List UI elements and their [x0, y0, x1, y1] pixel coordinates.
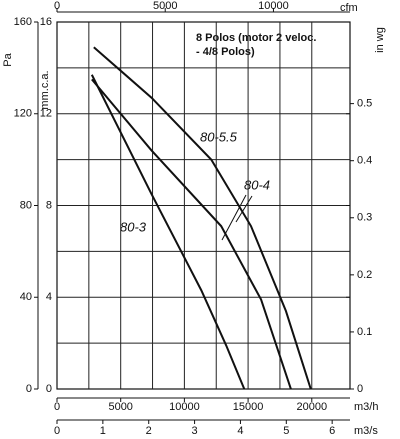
tick-label: 1 — [100, 425, 106, 437]
tick-label: 3 — [192, 425, 198, 437]
tick-label: 4 — [46, 291, 52, 303]
tick-label: 10000 — [258, 0, 289, 12]
tick-label: 160 — [14, 16, 32, 28]
y-axis-label: Pa — [2, 52, 14, 66]
curve-label: 80-5.5 — [200, 129, 238, 144]
tick-label: 5000 — [153, 0, 177, 12]
chart-title: - 4/8 Polos) — [196, 46, 255, 58]
curve — [91, 78, 292, 390]
tick-label: 0.5 — [357, 98, 372, 110]
chart-title: 8 Polos (motor 2 veloc. — [196, 32, 316, 44]
curve-label: 80-4 — [244, 177, 270, 192]
tick-label: 6 — [329, 425, 335, 437]
tick-label: 16 — [40, 16, 52, 28]
tick-label: 0 — [46, 383, 52, 395]
tick-label: 80 — [20, 199, 32, 211]
curve — [93, 46, 312, 390]
x-axis-label: m3/h — [354, 401, 378, 413]
tick-label: 0.3 — [357, 212, 372, 224]
tick-label: 5 — [283, 425, 289, 437]
tick-label: 0.1 — [357, 326, 372, 338]
curve-label: 80-3 — [120, 219, 147, 234]
tick-label: 0.4 — [357, 155, 372, 167]
tick-label: 120 — [14, 108, 32, 120]
tick-label: 4 — [237, 425, 243, 437]
tick-label: 0 — [54, 0, 60, 12]
tick-label: 40 — [20, 291, 32, 303]
tick-label: 10000 — [169, 401, 200, 413]
y3-axis-label: in wg — [374, 27, 386, 53]
tick-label: 12 — [40, 108, 52, 120]
curve — [90, 74, 246, 390]
y2-axis-label: mm.c.a. — [39, 70, 51, 109]
tick-label: 15000 — [233, 401, 264, 413]
x2-axis-label: m3/s — [354, 425, 378, 437]
tick-label: 2 — [146, 425, 152, 437]
tick-label: 20000 — [296, 401, 327, 413]
tick-label: 0.2 — [357, 269, 372, 281]
tick-label: 0 — [26, 383, 32, 395]
tick-label: 0 — [357, 383, 363, 395]
x3-axis-label: cfm — [340, 2, 358, 14]
tick-label: 0 — [54, 425, 60, 437]
leader-line — [221, 194, 247, 241]
tick-label: 8 — [46, 199, 52, 211]
tick-label: 0 — [54, 401, 60, 413]
tick-label: 5000 — [108, 401, 132, 413]
leader-line — [235, 195, 253, 223]
